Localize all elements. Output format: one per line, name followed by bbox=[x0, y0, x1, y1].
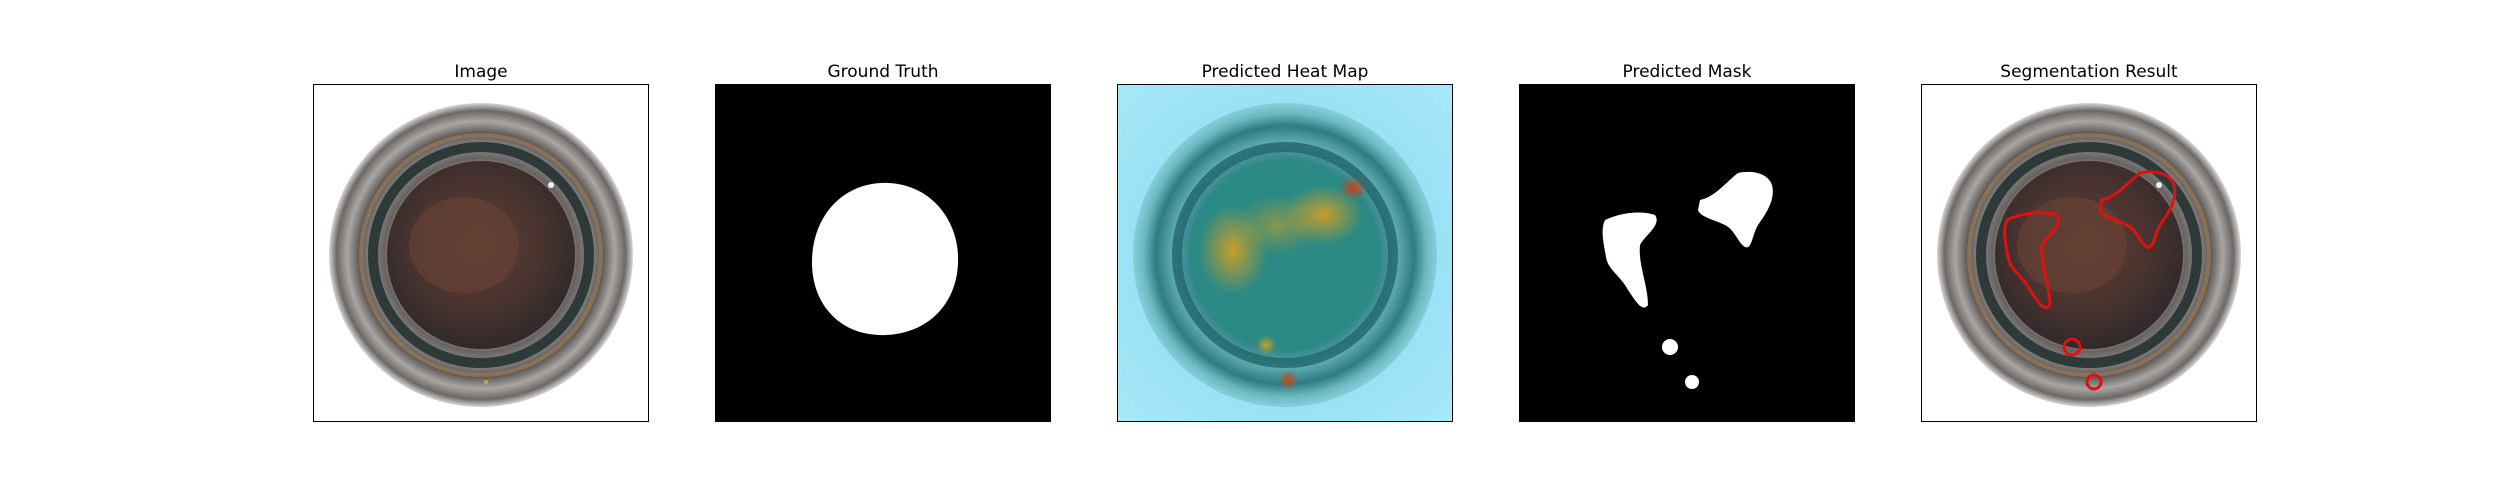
segmentation-contours bbox=[2003, 170, 2177, 391]
panel-title: Predicted Mask bbox=[1622, 62, 1752, 82]
panel-title: Image bbox=[454, 62, 508, 82]
bottle-cap-photo bbox=[314, 85, 648, 421]
predicted-mask-frame bbox=[1519, 84, 1855, 422]
predicted-region-dot-2 bbox=[1685, 375, 1699, 389]
heat-map-overlay bbox=[1118, 85, 1452, 421]
panel-title: Ground Truth bbox=[827, 62, 939, 82]
predicted-region-left bbox=[1602, 212, 1657, 308]
panel-title: Predicted Heat Map bbox=[1201, 62, 1369, 82]
contour-left bbox=[2003, 211, 2061, 309]
ground-truth-region bbox=[811, 182, 959, 336]
segmentation-overlay bbox=[1922, 85, 2256, 421]
contour-right bbox=[2098, 170, 2177, 249]
contour-dot-2 bbox=[2085, 373, 2103, 391]
contour-dot-1 bbox=[2062, 337, 2082, 357]
image-frame bbox=[313, 84, 649, 422]
predicted-region-right bbox=[1698, 171, 1773, 248]
ground-truth-frame bbox=[715, 84, 1051, 422]
panel-title: Segmentation Result bbox=[2000, 62, 2178, 82]
predicted-region-dot-1 bbox=[1662, 339, 1678, 355]
predicted-mask bbox=[1520, 85, 1854, 421]
segmentation-frame bbox=[1921, 84, 2257, 422]
heat-map-frame bbox=[1117, 84, 1453, 422]
ground-truth-mask bbox=[716, 85, 1050, 421]
